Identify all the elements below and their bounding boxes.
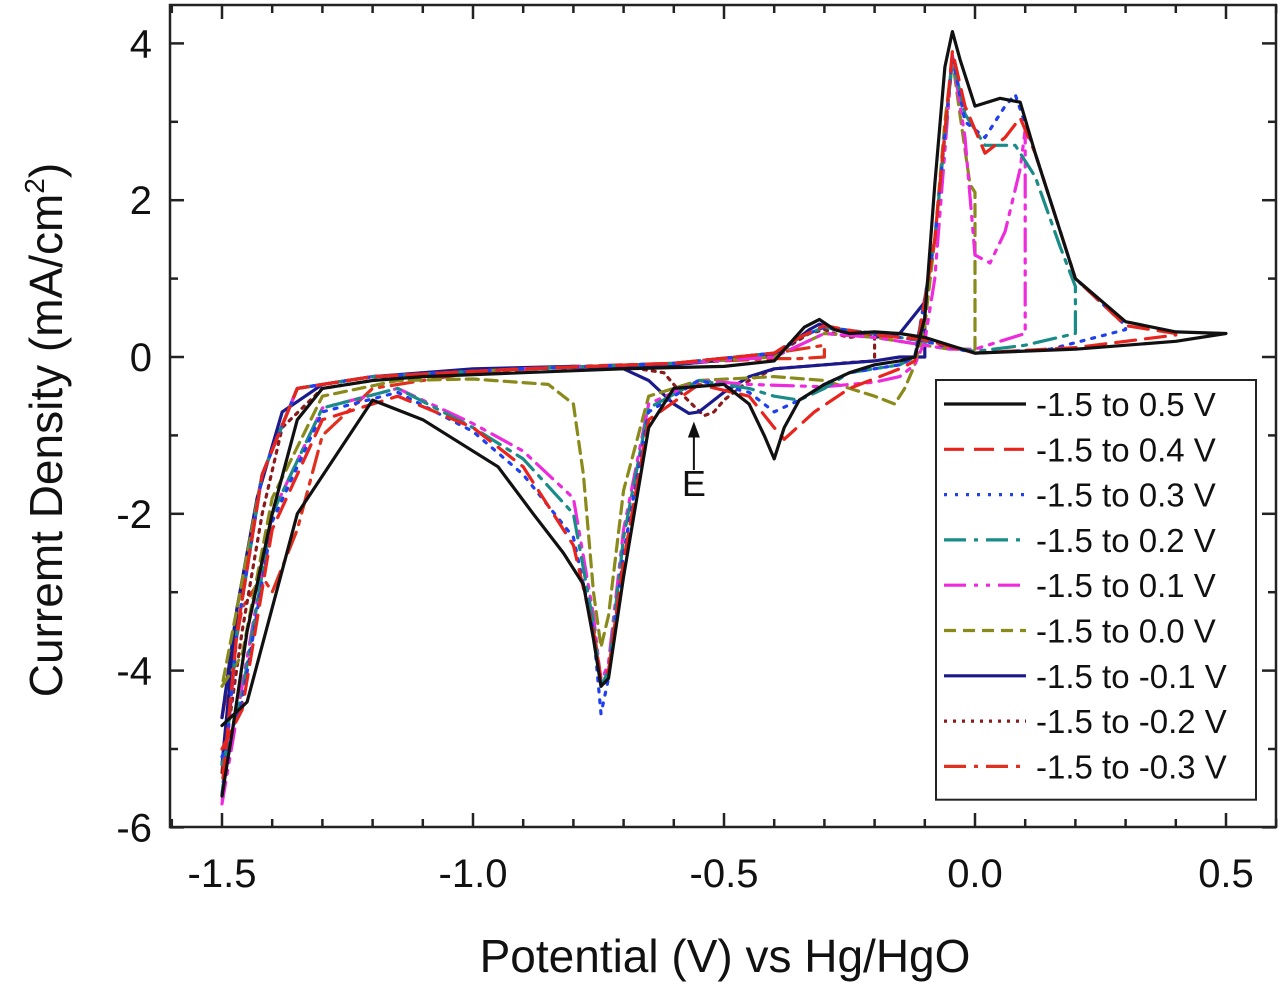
annotation-label: E: [682, 463, 706, 504]
legend-label-2: -1.5 to 0.4 V: [1036, 431, 1216, 468]
svg-text:Curremt Density (mA/cm2): Curremt Density (mA/cm2): [19, 163, 72, 697]
x-tick-label: 0.0: [947, 852, 1003, 896]
legend-label-8: -1.5 to -0.2 V: [1036, 703, 1227, 740]
y-axis-title-main: Curremt Density (mA/cm: [20, 194, 72, 697]
legend-label-4: -1.5 to 0.2 V: [1036, 522, 1216, 559]
x-axis-title: Potential (V) vs Hg/HgO: [480, 930, 971, 982]
x-tick-label: -1.5: [188, 852, 257, 896]
y-tick-label: -4: [116, 650, 152, 694]
x-tick-label: 0.5: [1198, 852, 1254, 896]
x-tick-label: -0.5: [690, 852, 759, 896]
legend-label-7: -1.5 to -0.1 V: [1036, 658, 1227, 695]
legend-label-9: -1.5 to -0.3 V: [1036, 748, 1227, 785]
legend-label-3: -1.5 to 0.3 V: [1036, 477, 1216, 514]
y-axis-title-close: ): [20, 163, 72, 178]
y-axis-title-superscript: 2: [19, 178, 50, 194]
annotation-arrow-head: [687, 421, 700, 438]
y-tick-label: -6: [116, 806, 152, 850]
y-tick-label: 4: [130, 22, 152, 66]
series-line-1: [220, 30, 1228, 798]
y-axis-title: Curremt Density (mA/cm2): [19, 163, 72, 697]
plot-area: -1.5 -1.0 -0.5 0.0 0.5 -6 -4 -2 0 2 4 E -1.5 to 0.5 …: [116, 3, 1278, 896]
legend-label-5: -1.5 to 0.1 V: [1036, 567, 1216, 604]
y-tick-label: 0: [130, 336, 152, 380]
y-tick-label: 2: [130, 179, 152, 223]
y-tick-label: -2: [116, 493, 152, 537]
x-tick-label: -1.0: [439, 852, 508, 896]
legend-label-6: -1.5 to 0.0 V: [1036, 613, 1216, 650]
legend-label-1: -1.5 to 0.5 V: [1036, 386, 1216, 423]
